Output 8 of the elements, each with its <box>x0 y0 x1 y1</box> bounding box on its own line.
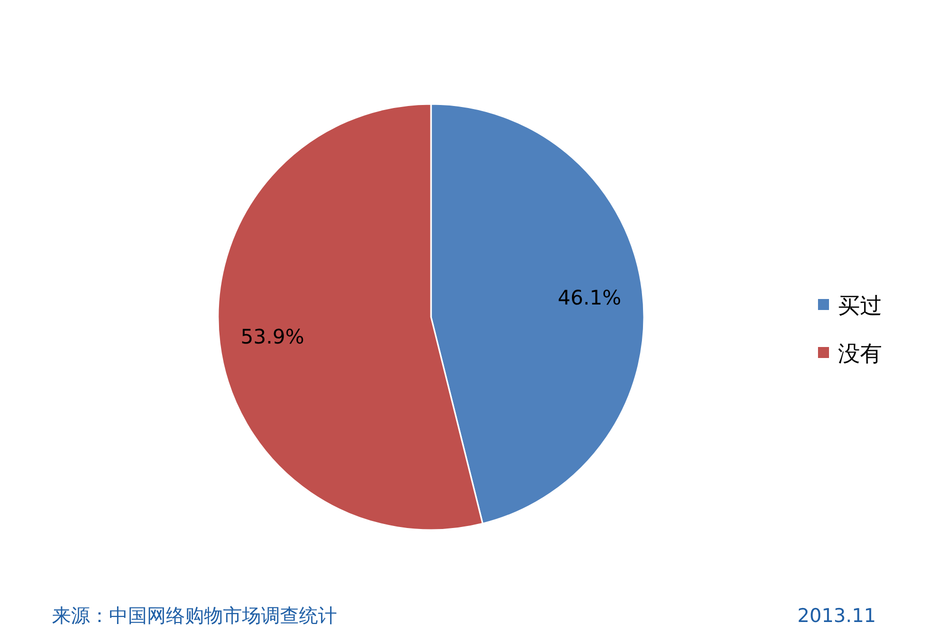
pie-slice <box>218 103 484 531</box>
data-label: 53.9% <box>240 324 304 349</box>
text: 2013.11 <box>797 605 876 627</box>
legend-label: 买过 <box>838 294 882 319</box>
data-label: 46.1% <box>558 285 622 310</box>
source-note: 来源：中国网络购物市场调查统计 <box>52 605 337 627</box>
legend-label: 没有 <box>838 342 882 367</box>
pie-slice <box>430 103 644 524</box>
